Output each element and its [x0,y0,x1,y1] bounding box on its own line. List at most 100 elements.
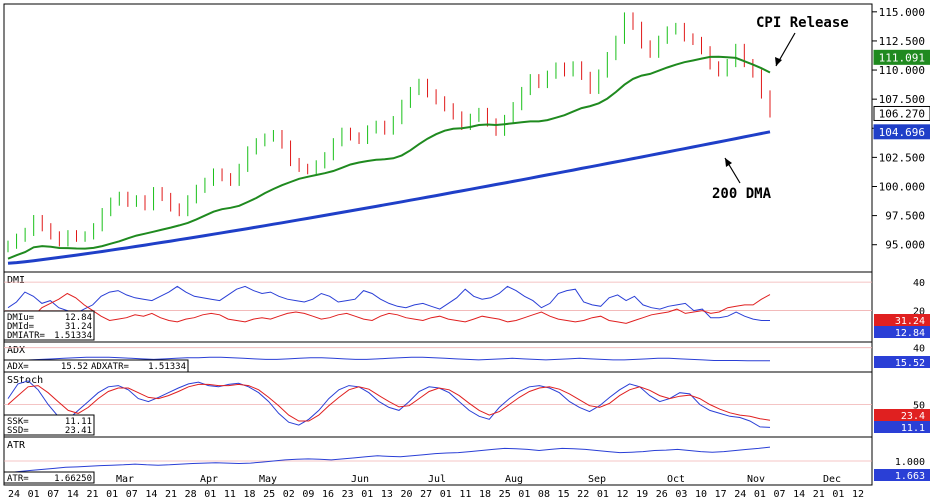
price-tick-label-5: 102.500 [879,151,925,164]
readout-adxatr-value: 1.51334 [148,362,186,372]
panel-0-badge-1: 12.84 [895,328,925,339]
x-day-label-9: 28 [185,489,197,500]
panel-title-sstoch: SStoch [7,375,43,386]
panel-title-dmi: DMI [7,275,25,286]
panel-title-adx: ADX [7,345,25,356]
x-day-label-10: 01 [204,489,216,500]
panel-0-badge-0: 31.24 [895,316,925,327]
price-tick-label-6: 100.000 [879,180,925,193]
x-month-label-7: Oct [667,474,685,485]
x-day-label-2: 07 [47,489,59,500]
x-day-label-22: 01 [440,489,452,500]
annotation-200-dma: 200 DMA [712,186,772,202]
last-price-badge-box [873,105,930,121]
x-day-label-1: 01 [28,489,40,500]
panel-readout-box-2 [3,414,95,436]
x-day-label-28: 15 [558,489,570,500]
x-day-label-0: 24 [8,489,20,500]
panel-0-series-0 [7,285,770,321]
price-tick-label-1: 112.500 [879,35,925,48]
readout-0-2-value: 1.51334 [54,331,92,341]
moving-average-200-line [7,130,771,265]
x-day-label-37: 24 [734,489,746,500]
x-day-label-19: 13 [381,489,393,500]
x-day-label-17: 23 [342,489,354,500]
panel-1-badge-0: 15.52 [895,358,925,369]
x-day-label-27: 08 [538,489,550,500]
x-day-label-6: 07 [126,489,138,500]
x-day-label-32: 19 [636,489,648,500]
panel-2-badge-box-0 [874,409,930,421]
x-day-label-3: 14 [67,489,79,500]
x-day-label-39: 07 [773,489,785,500]
x-day-label-43: 12 [852,489,864,500]
readout-2-0-label: SSK= [7,417,29,427]
readout-0-0-value: 12.84 [65,313,92,323]
cpi-arrow-head [775,57,782,66]
x-month-label-2: May [259,474,277,485]
panel-0-badge-box-0 [874,314,930,326]
panel-0-series-1 [7,292,771,324]
readout-2-1-value: 23.41 [65,426,92,436]
x-day-label-36: 17 [715,489,727,500]
panel-2-badge-0: 23.4 [901,411,925,422]
panel-readout-box-3 [3,471,95,484]
readout-adx-label: ADX= [7,362,29,372]
x-day-label-35: 10 [695,489,707,500]
x-day-label-16: 16 [322,489,334,500]
x-month-label-5: Aug [505,474,523,485]
readout-0-1-value: 31.24 [65,322,92,332]
x-month-label-4: Jul [428,474,446,485]
dma-arrow-head [725,158,732,167]
x-day-label-12: 18 [244,489,256,500]
readout-0-0-label: DMIu= [7,313,35,323]
x-day-label-30: 01 [597,489,609,500]
ma200-badge-box [873,124,930,140]
panel-1-badge-box-0 [874,356,930,368]
x-day-label-41: 21 [813,489,825,500]
x-day-label-21: 27 [420,489,432,500]
panel-readout-box-1 [3,359,189,373]
readout-0-1-label: DMId= [7,322,35,332]
x-month-label-6: Sep [588,474,606,485]
x-day-label-4: 21 [86,489,98,500]
x-month-label-9: Dec [823,474,841,485]
x-day-label-33: 26 [656,489,668,500]
x-day-label-26: 01 [518,489,530,500]
x-month-label-0: Mar [116,474,134,485]
panel-3-badge-0: 1.663 [895,471,925,482]
panel-3-series-0 [7,446,771,474]
ma200-badge-text: 104.696 [879,126,925,139]
x-day-label-14: 02 [283,489,295,500]
readout-2-0-value: 11.11 [65,417,92,427]
panel-3-axis-0: 1.000 [895,457,925,468]
panel-1-axis-0: 40 [913,344,925,355]
price-tick-label-3: 107.500 [879,93,925,106]
panel-title-atr: ATR [7,440,26,451]
price-tick-label-8: 95.000 [885,239,925,252]
x-day-label-15: 09 [302,489,314,500]
x-day-label-20: 20 [401,489,413,500]
annotation-cpi-release: CPI Release [756,15,849,31]
last-price-badge-text: 106.270 [879,107,925,120]
x-day-label-25: 25 [499,489,511,500]
panel-2-series-0 [7,380,771,428]
panel-2-axis-0: 50 [913,401,925,412]
x-day-label-31: 12 [616,489,628,500]
price-tick-label-2: 110.000 [879,64,925,77]
x-month-label-3: Jun [351,474,369,485]
price-tick-label-7: 97.500 [885,210,925,223]
x-day-label-5: 01 [106,489,118,500]
panel-2-badge-box-1 [874,421,930,433]
x-day-label-7: 14 [145,489,157,500]
x-day-label-29: 22 [577,489,589,500]
readout-adxatr-label: ADXATR= [91,362,130,372]
readout-0-2-label: DMIATR= [7,331,46,341]
moving-average-50-line [7,55,771,260]
panel-0-badge-box-1 [874,326,930,338]
x-day-label-24: 18 [479,489,491,500]
x-day-label-40: 14 [793,489,805,500]
x-day-label-23: 11 [459,489,471,500]
